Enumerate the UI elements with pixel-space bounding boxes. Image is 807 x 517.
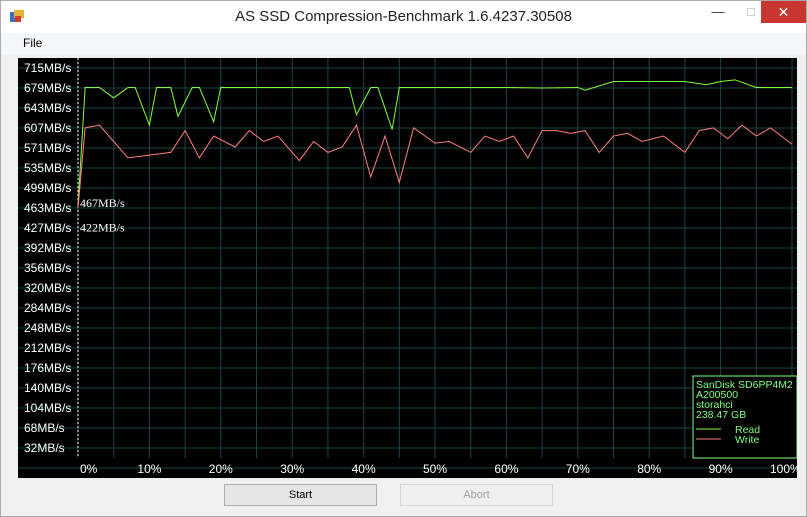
start-button[interactable]: Start: [224, 484, 377, 506]
chart-svg: 715MB/s 679MB/s 643MB/s 607MB/s 571MB/s 535MB…: [18, 58, 797, 476]
x-tick-label: 0%: [80, 462, 98, 476]
y-tick-label: 535MB/s: [24, 161, 71, 175]
menu-file[interactable]: File: [23, 36, 43, 50]
title-bar: AS SSD Compression-Benchmark 1.6.4237.30…: [1, 1, 806, 33]
y-tick-label: 571MB/s: [24, 141, 71, 155]
minimize-icon[interactable]: —: [711, 4, 725, 19]
speed-annotation: 422MB/s: [80, 221, 125, 235]
x-tick-label: 100%: [770, 462, 797, 476]
x-tick-label: 30%: [280, 462, 304, 476]
y-tick-label: 140MB/s: [24, 381, 71, 395]
device-info-line: A200500: [696, 389, 738, 401]
x-tick-label: 50%: [423, 462, 447, 476]
x-tick-label: 70%: [566, 462, 590, 476]
close-icon[interactable]: ✕: [761, 1, 806, 23]
y-tick-label: 392MB/s: [24, 241, 71, 255]
device-info-line: storahci: [696, 399, 733, 411]
y-tick-label: 499MB/s: [24, 181, 71, 195]
y-tick-label: 32MB/s: [24, 441, 65, 455]
x-tick-label: 90%: [709, 462, 733, 476]
device-info-line: 238.47 GB: [696, 409, 746, 421]
device-info-line: SanDisk SD6PP4M2: [696, 379, 793, 391]
y-tick-label: 68MB/s: [24, 421, 65, 435]
y-tick-label: 356MB/s: [24, 261, 71, 275]
x-tick-label: 20%: [209, 462, 233, 476]
legend-label: Write: [735, 434, 759, 446]
menu-bar: File: [1, 33, 806, 55]
y-tick-label: 427MB/s: [24, 221, 71, 235]
y-tick-label: 679MB/s: [24, 81, 71, 95]
y-tick-label: 104MB/s: [24, 401, 71, 415]
y-tick-label: 176MB/s: [24, 361, 71, 375]
series-line-read: [77, 79, 792, 206]
y-tick-label: 463MB/s: [24, 201, 71, 215]
y-tick-label: 643MB/s: [24, 101, 71, 115]
legend-box: [692, 375, 797, 459]
series-line-write: [77, 123, 793, 209]
speed-annotation: 467MB/s: [80, 196, 125, 210]
x-tick-label: 40%: [352, 462, 376, 476]
compression-chart: 715MB/s 679MB/s 643MB/s 607MB/s 571MB/s 535MB…: [18, 58, 797, 478]
y-tick-label: 320MB/s: [24, 281, 71, 295]
x-tick-label: 60%: [494, 462, 518, 476]
maximize-icon[interactable]: □: [747, 4, 755, 19]
y-tick-label: 715MB/s: [24, 61, 71, 75]
y-tick-label: 284MB/s: [24, 301, 71, 315]
legend-label: Read: [735, 424, 760, 436]
x-tick-label: 80%: [637, 462, 661, 476]
x-tick-label: 10%: [137, 462, 161, 476]
y-tick-label: 212MB/s: [24, 341, 71, 355]
app-icon: [10, 10, 24, 22]
y-tick-label: 607MB/s: [24, 121, 71, 135]
y-tick-label: 248MB/s: [24, 321, 71, 335]
window-title: AS SSD Compression-Benchmark 1.6.4237.30…: [235, 8, 572, 25]
abort-button[interactable]: Abort: [400, 484, 553, 506]
